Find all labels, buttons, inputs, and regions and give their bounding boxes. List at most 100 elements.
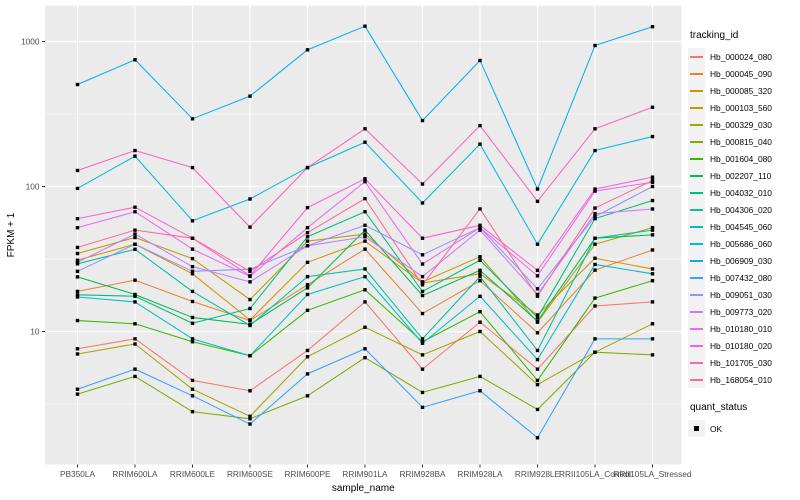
data-point[interactable] <box>248 197 252 201</box>
data-point[interactable] <box>650 175 655 179</box>
data-point[interactable] <box>420 337 425 341</box>
data-point[interactable] <box>305 244 310 248</box>
data-point[interactable] <box>593 242 597 246</box>
data-point[interactable] <box>420 283 425 287</box>
data-point[interactable] <box>75 269 80 274</box>
data-point[interactable] <box>305 239 310 243</box>
data-point[interactable] <box>75 275 80 279</box>
data-point[interactable] <box>133 322 137 326</box>
data-point[interactable] <box>190 264 195 269</box>
data-point[interactable] <box>190 256 195 261</box>
data-point[interactable] <box>75 260 80 265</box>
data-point[interactable] <box>75 245 80 250</box>
data-point[interactable] <box>593 214 597 219</box>
data-point[interactable] <box>420 236 425 240</box>
data-point[interactable] <box>75 387 80 391</box>
data-point[interactable] <box>75 347 80 351</box>
data-point[interactable] <box>650 272 655 276</box>
data-point[interactable] <box>75 168 80 173</box>
data-point[interactable] <box>305 348 310 353</box>
data-point[interactable] <box>593 43 597 48</box>
data-point[interactable] <box>650 337 655 341</box>
data-point[interactable] <box>363 267 367 271</box>
data-point[interactable] <box>190 387 195 391</box>
data-point[interactable] <box>650 228 655 232</box>
data-point[interactable] <box>420 390 425 395</box>
data-point[interactable] <box>593 216 597 221</box>
data-point[interactable] <box>75 216 80 221</box>
data-point[interactable] <box>535 407 540 412</box>
data-point[interactable] <box>305 394 310 398</box>
data-point[interactable] <box>650 233 655 237</box>
data-point[interactable] <box>478 228 482 232</box>
data-point[interactable] <box>133 205 137 209</box>
data-point[interactable] <box>478 279 482 283</box>
data-point[interactable] <box>535 367 540 371</box>
data-point[interactable] <box>478 254 482 259</box>
data-point[interactable] <box>593 189 597 193</box>
data-point[interactable] <box>248 389 252 393</box>
data-point[interactable] <box>420 182 425 186</box>
data-point[interactable] <box>363 300 367 304</box>
data-point[interactable] <box>75 352 80 356</box>
data-point[interactable] <box>75 293 80 297</box>
data-point[interactable] <box>305 274 310 279</box>
data-point[interactable] <box>593 304 597 308</box>
data-point[interactable] <box>190 165 195 170</box>
data-point[interactable] <box>75 225 80 230</box>
data-point[interactable] <box>478 320 482 324</box>
data-point[interactable] <box>248 306 252 311</box>
data-point[interactable] <box>535 382 540 387</box>
data-point[interactable] <box>190 394 195 398</box>
data-point[interactable] <box>190 299 195 304</box>
data-point[interactable] <box>248 354 252 358</box>
data-point[interactable] <box>650 300 655 304</box>
data-point[interactable] <box>133 242 137 246</box>
data-point[interactable] <box>248 422 252 426</box>
data-point[interactable] <box>133 58 137 62</box>
data-point[interactable] <box>133 278 137 282</box>
data-point[interactable] <box>363 177 367 181</box>
data-point[interactable] <box>478 142 482 146</box>
data-point[interactable] <box>190 321 195 325</box>
data-point[interactable] <box>363 274 367 279</box>
data-point[interactable] <box>478 309 482 314</box>
data-point[interactable] <box>535 199 540 204</box>
data-point[interactable] <box>133 342 137 346</box>
data-point[interactable] <box>305 292 310 297</box>
data-point[interactable] <box>75 251 80 256</box>
data-point[interactable] <box>190 117 195 121</box>
data-point[interactable] <box>535 274 540 278</box>
data-point[interactable] <box>478 123 482 128</box>
data-point[interactable] <box>478 268 482 273</box>
data-point[interactable] <box>363 239 367 243</box>
data-point[interactable] <box>133 300 137 304</box>
data-point[interactable] <box>305 283 310 287</box>
data-point[interactable] <box>133 235 137 240</box>
data-point[interactable] <box>248 414 252 419</box>
data-point[interactable] <box>305 231 310 235</box>
data-point[interactable] <box>248 94 252 98</box>
data-point[interactable] <box>478 389 482 393</box>
data-point[interactable] <box>133 210 137 214</box>
data-point[interactable] <box>593 268 597 272</box>
data-point[interactable] <box>535 187 540 191</box>
data-point[interactable] <box>248 318 252 322</box>
data-point[interactable] <box>420 341 425 345</box>
data-point[interactable] <box>535 319 540 323</box>
data-point[interactable] <box>535 357 540 362</box>
data-point[interactable] <box>133 148 137 153</box>
data-point[interactable] <box>593 127 597 131</box>
data-point[interactable] <box>305 260 310 265</box>
data-point[interactable] <box>478 223 482 228</box>
data-point[interactable] <box>363 223 367 228</box>
data-point[interactable] <box>305 225 310 230</box>
data-point[interactable] <box>650 105 655 109</box>
data-point[interactable] <box>190 269 195 274</box>
data-point[interactable] <box>190 340 195 344</box>
data-point[interactable] <box>248 417 252 421</box>
data-point[interactable] <box>420 289 425 294</box>
data-point[interactable] <box>190 272 195 276</box>
data-point[interactable] <box>190 219 195 223</box>
data-point[interactable] <box>420 405 425 410</box>
